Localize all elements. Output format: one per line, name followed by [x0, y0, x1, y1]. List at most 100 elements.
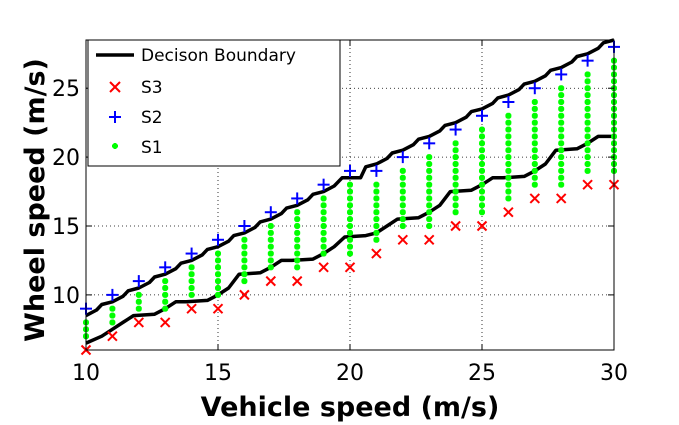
s1-stroke [531, 167, 538, 174]
s1-point [531, 105, 538, 112]
s1-stroke [584, 99, 591, 105]
s1-point [558, 147, 565, 154]
s1-point [373, 236, 380, 243]
s1-point [531, 181, 538, 188]
s1-point [531, 119, 538, 126]
s1-point [584, 92, 591, 99]
s1-point [294, 236, 301, 243]
s1-point [135, 291, 142, 298]
s1-stroke [505, 147, 512, 154]
s1-stroke [135, 305, 142, 312]
s1-stroke [452, 181, 459, 188]
s1-point [215, 271, 221, 278]
s1-point [320, 250, 327, 257]
s1-point [452, 147, 459, 154]
s1-point [373, 216, 380, 223]
s1-point [135, 305, 142, 312]
s1-point [188, 291, 195, 298]
s1-point [584, 133, 591, 140]
s1-point [531, 167, 538, 174]
s1-stroke [531, 112, 538, 119]
markers [80, 40, 620, 356]
y-axis-label: Wheel speed (m/s) [20, 58, 51, 342]
s1-point [479, 126, 485, 133]
s1-stroke [399, 223, 406, 229]
s1-point [452, 140, 459, 147]
s1-point [584, 126, 591, 133]
s1-point [531, 174, 538, 181]
s1-stroke [505, 119, 512, 126]
legend: Decison Boundary S3 S2 S1 [87, 39, 341, 167]
s2-point [449, 123, 462, 136]
s1-stroke [294, 229, 301, 236]
s1-point [215, 278, 221, 285]
s1-stroke [215, 257, 221, 264]
s1-point [267, 264, 274, 271]
s1-point [320, 229, 327, 236]
s1-stroke [241, 271, 248, 278]
s1-point [584, 105, 591, 112]
s1-stroke [294, 264, 301, 271]
s1-point [531, 133, 538, 140]
s1-stroke [558, 126, 565, 133]
s1-point [399, 188, 406, 195]
s1-stroke [320, 250, 327, 257]
s1-point [558, 119, 565, 126]
s1-stroke [294, 250, 301, 257]
s1-point [584, 78, 591, 85]
s1-point [584, 99, 591, 105]
s1-point [479, 188, 485, 195]
s1-point [215, 257, 221, 264]
s1-point [241, 250, 248, 257]
s1-point [347, 243, 353, 250]
s1-point [399, 181, 406, 188]
s1-stroke [426, 181, 433, 188]
s1-stroke [320, 236, 327, 243]
s1-stroke [373, 181, 380, 188]
s1-stroke [505, 188, 512, 195]
s2-point [212, 233, 224, 246]
s1-point [479, 161, 485, 167]
s1-point [267, 250, 274, 257]
s1-stroke [399, 209, 406, 216]
s1-stroke [373, 229, 380, 236]
s1-stroke [584, 78, 591, 85]
s1-point [267, 243, 274, 250]
s1-stroke [531, 99, 538, 105]
s1-stroke [584, 140, 591, 147]
s1-point [347, 229, 353, 236]
s1-stroke [294, 236, 301, 243]
s1-stroke [558, 147, 565, 154]
s1-point [505, 147, 512, 154]
s1-stroke [584, 105, 591, 112]
s1-point [162, 305, 169, 312]
s1-point [347, 209, 353, 216]
s1-point [373, 188, 380, 195]
s1-stroke [267, 250, 274, 257]
s1-point [188, 271, 195, 278]
s1-point [294, 229, 301, 236]
s1-point [452, 188, 459, 195]
s1-stroke [452, 154, 459, 161]
s1-stroke [479, 126, 485, 133]
s1-point [426, 202, 433, 209]
s1-stroke [558, 85, 565, 92]
s1-point [347, 216, 353, 223]
s3-stroke [107, 331, 118, 342]
s1-stroke [347, 250, 353, 257]
s2-point [291, 192, 304, 205]
s1-point [426, 174, 433, 181]
s1-point [531, 161, 538, 167]
s1-point [294, 257, 301, 264]
s1-point [479, 140, 485, 147]
s1-stroke [109, 319, 116, 326]
s3-stroke [344, 262, 356, 273]
s2-point [555, 68, 568, 81]
s1-stroke [531, 161, 538, 167]
s1-stroke [558, 112, 565, 119]
s1-stroke [162, 305, 169, 312]
s1-point [399, 216, 406, 223]
s1-stroke [426, 209, 433, 216]
s1-stroke [373, 202, 380, 209]
s1-point [399, 174, 406, 181]
